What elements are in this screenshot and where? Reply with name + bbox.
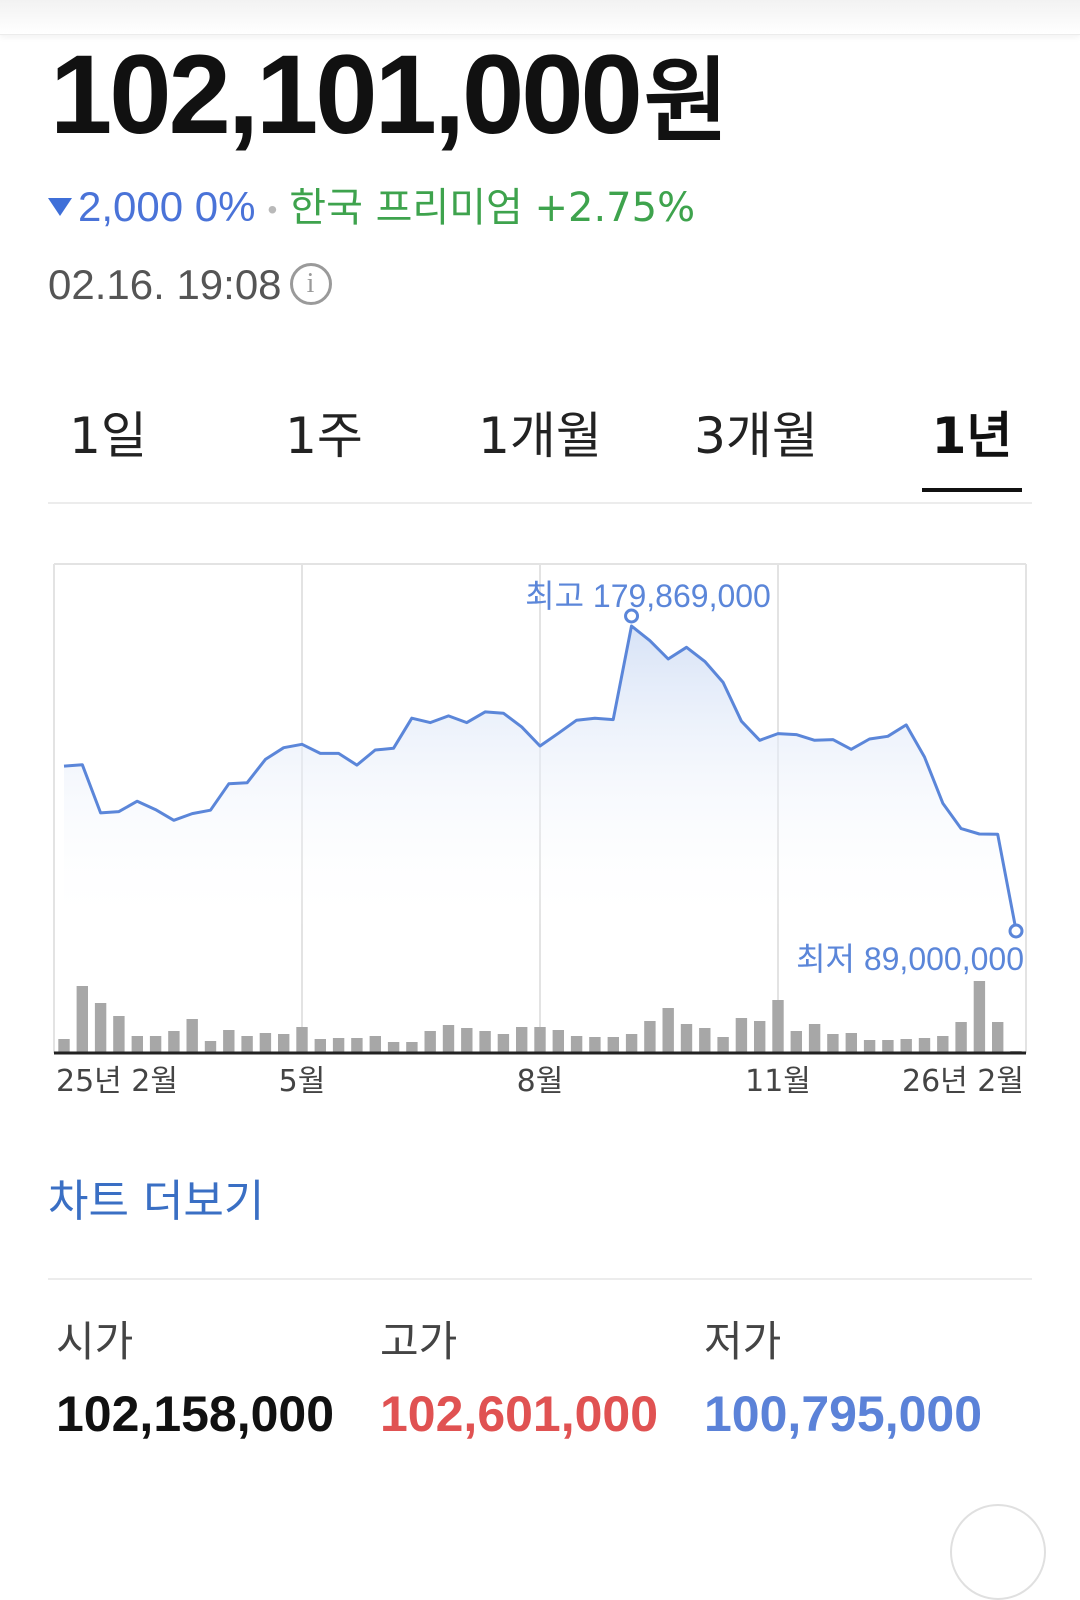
timestamp-row: 02.16. 19:08 i [48,258,332,312]
max-price-label: 최고 179,869,000 [525,578,771,614]
floating-button[interactable] [950,1504,1046,1600]
volume-bar [351,1038,363,1053]
volume-bar [955,1022,967,1053]
x-tick-label: 25년 2월 [56,1064,178,1099]
down-triangle-icon [48,197,72,216]
volume-bar [790,1031,802,1053]
volume-bar [58,1039,70,1053]
x-tick-label: 8월 [517,1064,564,1099]
volume-bar [754,1021,766,1053]
min-point-marker [1008,923,1024,939]
volume-bar [332,1038,345,1053]
open-value: 102,158,000 [56,1386,335,1442]
volume-bar [900,1039,912,1053]
low-value: 100,795,000 [704,1386,983,1442]
timestamp: 02.16. 19:08 [48,261,282,308]
volume-bar [772,1000,784,1053]
volume-bar [973,981,986,1053]
volume-bar [314,1039,326,1053]
volume-bar [442,1025,455,1053]
volume-bar [625,1034,638,1053]
volume-bar [863,1040,876,1053]
tab-1-year[interactable]: 1년 [882,396,1062,496]
x-tick-label: 26년 2월 [902,1064,1024,1099]
tab-1-day[interactable]: 1일 [69,407,147,465]
volume-bar [735,1018,748,1053]
tab-3-months[interactable]: 3개월 [694,407,818,465]
volume-bar [94,1003,107,1053]
volume-bar [278,1034,290,1053]
tab-1-month[interactable]: 1개월 [478,407,602,465]
volume-bar [461,1028,473,1053]
price-chart[interactable]: 25년 2월 5월 8월 11월 26년 2월 최고 179,869,000 최저 89… [0,540,1080,1110]
more-chart-link[interactable]: 차트 더보기 [48,1176,265,1227]
volume-bar [808,1024,821,1053]
volume-bar [223,1030,235,1053]
high-label: 고가 [380,1317,458,1366]
volume-bar [992,1022,1004,1053]
volume-bar [717,1037,729,1053]
volume-bar [241,1036,253,1053]
open-label: 시가 [56,1317,134,1366]
x-tick-label: 5월 [279,1064,326,1099]
dot-separator: • [267,193,278,225]
info-icon[interactable]: i [289,262,332,305]
volume-bar [680,1024,693,1053]
max-point-marker [624,608,640,624]
volume-bar [168,1031,180,1053]
change-amount: 2,000 [78,183,184,230]
volume-bar [131,1036,143,1053]
high-value: 102,601,000 [380,1386,659,1442]
volume-bar [534,1027,546,1053]
korea-premium-value: +2.75% [534,185,696,231]
volume-bar [918,1038,931,1053]
volume-bar [516,1027,528,1053]
price-line [63,624,1018,931]
stat-high: 고가 102,601,000 [380,1312,680,1452]
min-price-label: 최저 89,000,000 [796,941,1024,977]
volume-bar [149,1036,162,1053]
x-tick-label: 11월 [745,1064,811,1099]
volume-bar [699,1028,711,1053]
volume-bar [589,1037,601,1053]
volume-bar [259,1033,272,1053]
volume-bar [369,1036,381,1053]
volume-bar [424,1031,436,1053]
volume-bar [479,1031,491,1053]
volume-bar [644,1021,656,1053]
volume-bar [570,1036,583,1053]
volume-bar [552,1030,564,1053]
volume-bar [76,986,88,1053]
tab-1-week[interactable]: 1주 [285,407,363,465]
volume-bar [406,1042,418,1053]
volume-bar [937,1036,949,1053]
volume-bar [497,1034,510,1053]
volume-bar [387,1042,400,1053]
volume-bar [204,1041,217,1053]
volume-bar [662,1008,674,1053]
volume-bar [186,1019,198,1053]
period-tabs: 1일 1주 1개월 3개월 1년 [48,396,1032,504]
price-unit: 원 [643,48,729,155]
volume-bar [882,1040,894,1053]
price-area-fill [64,626,1016,930]
change-percent: 0% [194,183,256,230]
divider [48,1278,1032,1280]
stat-open: 시가 102,158,000 [56,1312,356,1452]
volume-bar [845,1033,857,1053]
low-label: 저가 [704,1317,782,1366]
price-value: 102,101,000 [50,32,643,157]
volume-bar [296,1027,308,1053]
volume-bar [113,1016,125,1053]
volume-bar [827,1034,839,1053]
top-header-edge [0,0,1080,35]
korea-premium-label: 한국 프리미엄 [289,185,523,231]
price-change-line: 2,000 0% • 한국 프리미엄 +2.75% [48,180,695,234]
volume-bar [607,1037,619,1053]
current-price: 102,101,000원 [50,39,728,156]
stat-low: 저가 100,795,000 [704,1312,1024,1452]
